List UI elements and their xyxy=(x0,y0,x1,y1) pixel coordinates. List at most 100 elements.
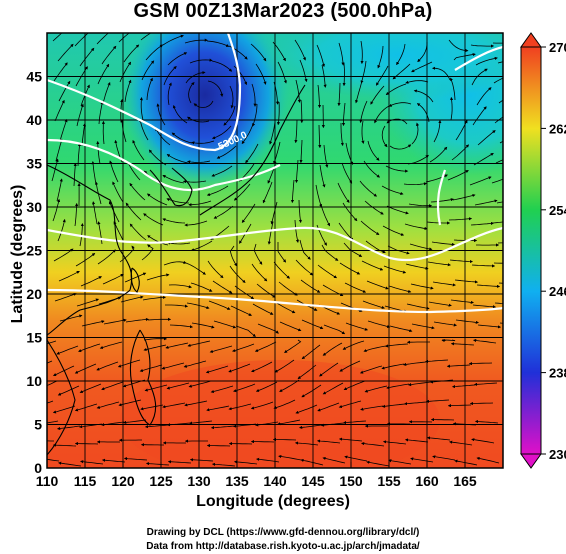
streamline xyxy=(382,225,405,236)
streamline xyxy=(232,343,255,353)
streamline xyxy=(403,401,428,406)
streamline xyxy=(167,82,172,106)
streamline xyxy=(441,338,456,343)
streamline xyxy=(213,205,234,219)
streamline xyxy=(47,340,57,345)
streamline xyxy=(81,123,87,147)
streamline xyxy=(298,199,302,224)
streamline xyxy=(229,245,238,267)
streamline xyxy=(426,436,451,441)
streamline xyxy=(47,400,54,404)
streamline xyxy=(211,462,236,467)
streamline xyxy=(183,360,207,368)
streamline xyxy=(497,61,503,64)
streamline xyxy=(338,222,354,241)
contour-line xyxy=(47,288,503,314)
streamline xyxy=(277,242,287,263)
streamline xyxy=(101,458,126,463)
streamline xyxy=(277,61,287,84)
streamline xyxy=(47,360,53,364)
streamline xyxy=(211,125,232,140)
streamline xyxy=(363,160,381,178)
streamline xyxy=(344,282,367,293)
streamline xyxy=(54,99,65,122)
streamline xyxy=(273,399,296,410)
streamline xyxy=(410,283,434,290)
x-tick-label: 155 xyxy=(377,473,401,489)
streamline xyxy=(206,443,231,448)
streamline xyxy=(339,262,361,275)
streamline xyxy=(405,80,429,84)
streamline xyxy=(279,379,300,392)
streamline xyxy=(270,201,278,225)
cold-low-region xyxy=(120,33,290,190)
streamline xyxy=(96,401,120,409)
streamline xyxy=(301,344,321,360)
streamline xyxy=(129,182,146,201)
streamline xyxy=(57,43,74,62)
streamline xyxy=(361,120,365,144)
streamline xyxy=(448,217,473,221)
contour-line xyxy=(454,45,503,71)
streamline xyxy=(381,363,405,370)
streamline xyxy=(403,182,428,186)
streamline xyxy=(167,52,188,66)
streamline xyxy=(315,184,323,208)
colorbar-body xyxy=(520,46,542,455)
streamline xyxy=(189,458,214,462)
streamline xyxy=(51,158,59,182)
coastline-taiwan xyxy=(130,267,140,293)
streamline xyxy=(74,33,92,47)
streamline xyxy=(146,273,170,281)
streamline xyxy=(424,359,449,363)
streamline xyxy=(471,68,488,86)
streamline xyxy=(252,303,274,315)
streamline xyxy=(155,127,171,146)
streamline xyxy=(172,104,188,124)
streamline xyxy=(253,243,263,265)
streamline xyxy=(147,317,172,321)
y-tick-label: 20 xyxy=(26,286,42,302)
streamline xyxy=(365,240,386,254)
streamline xyxy=(317,84,322,109)
streamline xyxy=(255,381,278,392)
streamline xyxy=(374,105,390,124)
streamline xyxy=(429,146,448,163)
streamline xyxy=(454,279,479,284)
grid-lines xyxy=(47,33,503,468)
streamline xyxy=(97,63,110,85)
streamline xyxy=(251,263,268,282)
streamline xyxy=(411,122,420,145)
streamline xyxy=(342,420,367,425)
streamline xyxy=(274,359,295,373)
streamline xyxy=(101,381,124,391)
cold-region-north xyxy=(260,33,503,100)
x-tick-label: 115 xyxy=(74,473,97,489)
streamline xyxy=(375,65,389,86)
streamline xyxy=(139,97,144,121)
streamline xyxy=(274,301,296,314)
streamline xyxy=(340,123,344,147)
streamline xyxy=(406,303,430,310)
streamline xyxy=(474,419,499,424)
streamline xyxy=(81,320,105,327)
streamline xyxy=(113,221,125,243)
streamline xyxy=(145,462,170,466)
streamline xyxy=(404,223,428,231)
streamline xyxy=(208,300,231,310)
colorbar-tick-label: 230 xyxy=(549,447,566,462)
streamline xyxy=(388,285,412,293)
streamline xyxy=(120,295,144,303)
streamline xyxy=(476,456,500,464)
streamline xyxy=(321,64,327,88)
x-tick-label: 150 xyxy=(339,473,363,489)
streamline xyxy=(58,80,71,102)
streamline xyxy=(228,363,251,373)
streamline xyxy=(188,380,212,388)
contour-line xyxy=(47,138,281,192)
x-axis-ticks: 110 115 120 125 130 135 140 145 150 155 160 165 xyxy=(36,462,477,489)
streamline xyxy=(57,425,81,431)
streamline xyxy=(408,203,433,208)
streamline xyxy=(316,439,341,444)
streamline xyxy=(386,383,410,390)
